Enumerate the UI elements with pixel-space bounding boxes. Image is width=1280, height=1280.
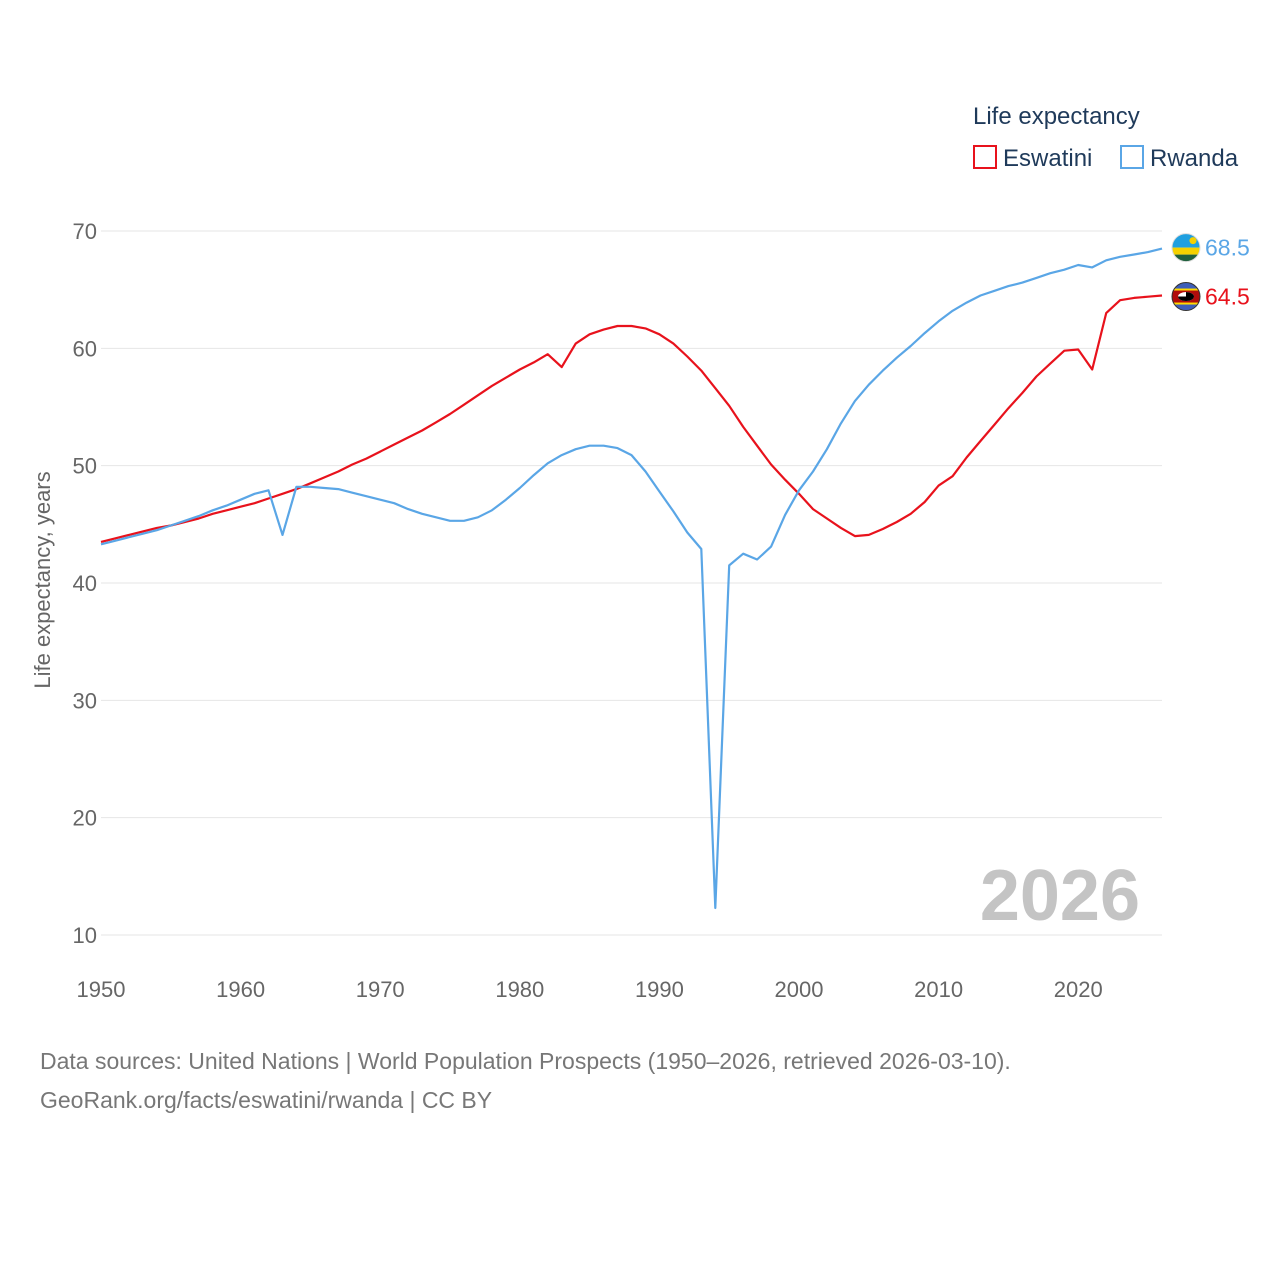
x-axis-ticks: 1950 1960 1970 1980 1990 2000 2010 2020 (77, 977, 1103, 1002)
legend-label-rwanda[interactable]: Rwanda (1150, 145, 1239, 172)
x-tick-label-1980: 1980 (495, 977, 544, 1002)
series-line-rwanda[interactable] (100, 247, 1163, 910)
y-tick-label-50: 50 (73, 454, 97, 479)
legend: Life expectancy Eswatini Rwanda (973, 103, 1239, 172)
x-tick-label-1960: 1960 (216, 977, 265, 1002)
eswatini-flag-icon (1171, 282, 1201, 312)
year-watermark: 2026 (980, 856, 1140, 936)
gridlines (101, 230, 1162, 936)
legend-swatch-eswatini[interactable] (973, 145, 997, 169)
source-line-2[interactable]: GeoRank.org/facts/eswatini/rwanda | CC B… (40, 1087, 492, 1113)
y-tick-label-60: 60 (73, 336, 97, 361)
y-axis-ticks: 10 20 30 40 50 60 70 (73, 219, 97, 948)
series-lines (100, 247, 1163, 910)
x-tick-label-1990: 1990 (635, 977, 684, 1002)
rwanda-flag-icon (1171, 233, 1201, 263)
y-tick-label-20: 20 (73, 806, 97, 831)
x-tick-label-2010: 2010 (914, 977, 963, 1002)
end-value-rwanda: 68.5 (1205, 235, 1250, 261)
y-tick-label-70: 70 (73, 219, 97, 244)
legend-swatch-rwanda[interactable] (1120, 145, 1144, 169)
end-markers: 68.5 64.5 (1171, 233, 1250, 312)
y-tick-label-10: 10 (73, 923, 97, 948)
y-tick-label-30: 30 (73, 688, 97, 713)
legend-title: Life expectancy (973, 103, 1140, 130)
y-axis-title: Life expectancy, years (30, 471, 55, 688)
x-tick-label-2020: 2020 (1054, 977, 1103, 1002)
source-line-1: Data sources: United Nations | World Pop… (40, 1048, 1011, 1074)
x-tick-label-1970: 1970 (356, 977, 405, 1002)
series-line-eswatini[interactable] (100, 294, 1163, 543)
x-tick-label-1950: 1950 (77, 977, 126, 1002)
x-tick-label-2000: 2000 (775, 977, 824, 1002)
y-tick-label-40: 40 (73, 571, 97, 596)
end-value-eswatini: 64.5 (1205, 284, 1250, 310)
legend-label-eswatini[interactable]: Eswatini (1003, 145, 1092, 172)
